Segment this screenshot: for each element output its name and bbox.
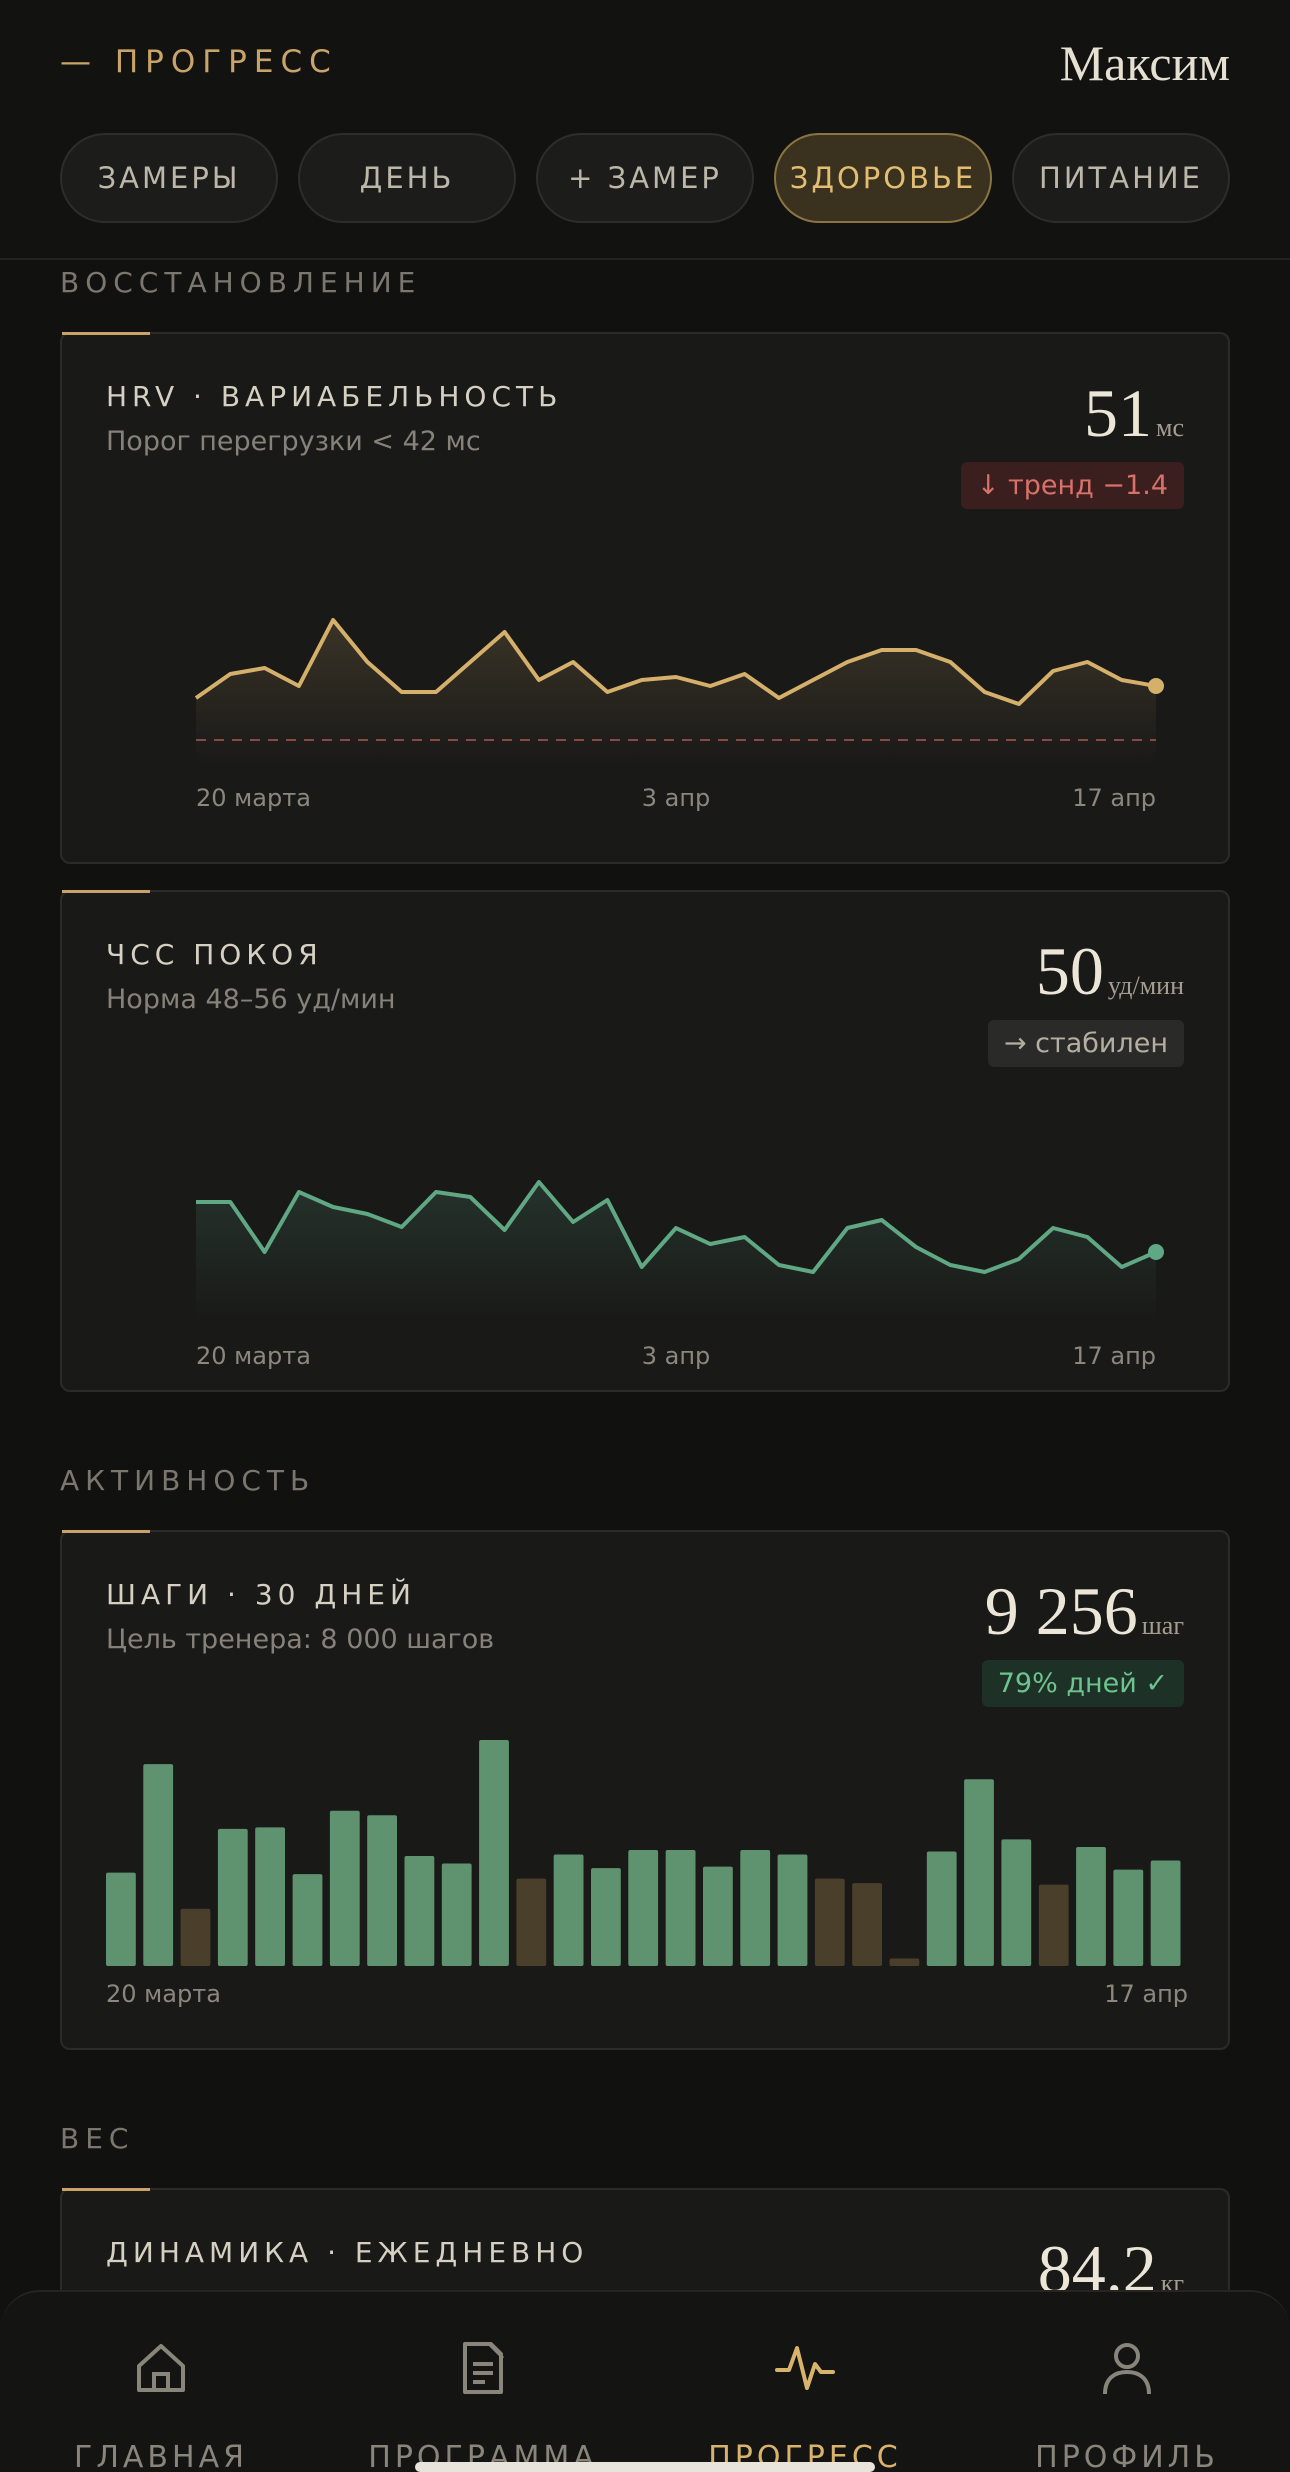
card-accent [62, 332, 150, 335]
steps-value: 9 256 шаг [985, 1572, 1184, 1651]
tab-day[interactable]: ДЕНЬ [298, 133, 516, 223]
steps-bar [777, 1854, 808, 1966]
steps-bar [889, 1958, 920, 1966]
nav-home[interactable]: ГЛАВНАЯ [0, 2292, 322, 2472]
hrv-subtitle: Порог перегрузки < 42 мс [106, 426, 481, 457]
nav-program[interactable]: ПРОГРАММА [322, 2292, 644, 2472]
hrv-title: HRV · ВАРИАБЕЛЬНОСТЬ [106, 380, 563, 413]
steps-bar [255, 1827, 285, 1966]
hrv-last-point [1148, 678, 1164, 694]
steps-bar [591, 1868, 621, 1966]
home-icon [137, 2344, 185, 2392]
header: — ПРОГРЕСС Максим ЗАМЕРЫ ДЕНЬ + ЗАМЕР ЗД… [0, 0, 1290, 260]
hrv-area [196, 620, 1156, 764]
steps-title: ШАГИ · 30 ДНЕЙ [106, 1578, 416, 1611]
steps-bar [441, 1863, 472, 1966]
steps-bar [740, 1850, 771, 1966]
steps-bar [479, 1740, 509, 1966]
steps-x-label-end: 17 апр [1104, 1980, 1188, 2008]
steps-bar [292, 1874, 323, 1966]
hrv-card: HRV · ВАРИАБЕЛЬНОСТЬ Порог перегрузки < … [60, 332, 1230, 864]
nav-progress[interactable]: ПРОГРЕСС [644, 2292, 966, 2472]
rhr-last-point [1148, 1244, 1164, 1260]
hrv-x-label-mid: 3 апр [642, 784, 711, 812]
steps-value-number: 9 256 [984, 1573, 1138, 1649]
steps-bar [217, 1828, 248, 1966]
hrv-value-unit: мс [1156, 413, 1184, 442]
steps-bar [628, 1850, 659, 1966]
section-activity: АКТИВНОСТЬ [60, 1464, 316, 1497]
rhr-value: 50 уд/мин [1036, 932, 1184, 1011]
card-accent [62, 1530, 150, 1533]
hrv-x-label-end: 17 апр [1072, 784, 1156, 812]
page-title: — ПРОГРЕСС [60, 44, 338, 80]
steps-bar [1076, 1847, 1106, 1966]
hrv-value: 51 мс [1084, 374, 1184, 453]
weight-title: ДИНАМИКА · ЕЖЕДНЕВНО [106, 2236, 589, 2269]
steps-bar [516, 1878, 547, 1966]
steps-chart: 20 марта 17 апр [106, 1740, 1188, 2008]
nav-home-label: ГЛАВНАЯ [74, 2440, 248, 2472]
progress-icon [775, 2346, 835, 2390]
tab-health[interactable]: ЗДОРОВЬЕ [774, 133, 992, 223]
steps-bar [1038, 1884, 1069, 1966]
rhr-value-number: 50 [1035, 933, 1104, 1009]
steps-bar [1113, 1869, 1144, 1966]
card-accent [62, 2188, 150, 2191]
bottom-navigation: ГЛАВНАЯ ПРОГРАММА ПРОГРЕСС ПРОФИЛЬ [0, 2290, 1290, 2472]
hrv-chart: 20 марта 3 апр 17 апр [194, 618, 1164, 812]
steps-goal-badge: 79% дней ✓ [981, 1660, 1184, 1707]
steps-bar [1001, 1839, 1032, 1966]
steps-bar [703, 1866, 733, 1966]
rhr-title: ЧСС ПОКОЯ [106, 938, 323, 971]
home-indicator [415, 2462, 875, 2472]
tab-measurements[interactable]: ЗАМЕРЫ [60, 133, 278, 223]
steps-bar [367, 1815, 397, 1966]
steps-bar [329, 1810, 360, 1966]
profile-icon [1103, 2343, 1151, 2395]
steps-bar [926, 1851, 957, 1966]
section-recovery: ВОССТАНОВЛЕНИЕ [60, 266, 422, 299]
user-name[interactable]: Максим [1059, 35, 1230, 91]
card-accent [62, 890, 150, 893]
steps-bar [553, 1854, 584, 1966]
rhr-area [196, 1182, 1156, 1322]
rhr-x-label-start: 20 марта [196, 1342, 311, 1370]
rhr-status-badge: → стабилен [987, 1020, 1184, 1067]
rhr-subtitle: Норма 48–56 уд/мин [106, 984, 396, 1015]
steps-card: ШАГИ · 30 ДНЕЙ Цель тренера: 8 000 шагов… [60, 1530, 1230, 2050]
hrv-value-number: 51 [1084, 375, 1152, 451]
steps-bar [814, 1878, 845, 1966]
nav-profile[interactable]: ПРОФИЛЬ [966, 2292, 1288, 2472]
steps-subtitle: Цель тренера: 8 000 шагов [106, 1624, 495, 1655]
section-weight: ВЕС [60, 2122, 135, 2155]
program-icon [463, 2342, 505, 2394]
rhr-chart: 20 марта 3 апр 17 апр [195, 1180, 1164, 1370]
hrv-trend-badge: ↓ тренд −1.4 [960, 462, 1184, 509]
steps-bar [106, 1872, 136, 1966]
rhr-value-unit: уд/мин [1107, 971, 1184, 1000]
tab-bar: ЗАМЕРЫ ДЕНЬ + ЗАМЕР ЗДОРОВЬЕ ПИТАНИЕ [60, 133, 1230, 223]
rhr-x-label-end: 17 апр [1072, 1342, 1156, 1370]
nav-profile-label: ПРОФИЛЬ [1035, 2440, 1219, 2472]
rhr-x-label-mid: 3 апр [642, 1342, 711, 1370]
steps-bar [143, 1764, 174, 1966]
steps-bar [180, 1908, 211, 1966]
steps-bar [1150, 1860, 1181, 1966]
steps-bar [665, 1850, 696, 1966]
steps-bar [852, 1883, 882, 1966]
rhr-card: ЧСС ПОКОЯ Норма 48–56 уд/мин 50 уд/мин → … [60, 890, 1230, 1392]
tab-nutrition[interactable]: ПИТАНИЕ [1012, 133, 1230, 223]
tab-add-measurement[interactable]: + ЗАМЕР [536, 133, 754, 223]
hrv-x-label-start: 20 марта [196, 784, 311, 812]
steps-value-unit: шаг [1141, 1611, 1184, 1640]
steps-x-label-start: 20 марта [106, 1980, 221, 2008]
steps-bar [404, 1856, 435, 1966]
steps-bar [964, 1779, 994, 1966]
